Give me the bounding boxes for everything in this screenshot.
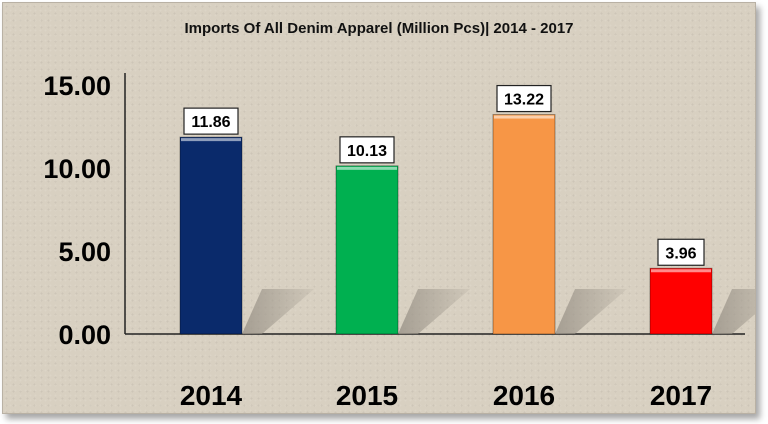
bar-highlight — [494, 115, 554, 119]
data-label-box — [339, 136, 395, 164]
y-tick-label: 5.00 — [58, 237, 111, 267]
data-label: 11.86 — [191, 114, 230, 131]
data-labels: 11.86 10.13 13.22 3.96 — [183, 84, 705, 266]
x-tick-label: 2015 — [336, 380, 398, 411]
x-tick-label: 2016 — [493, 380, 555, 411]
data-label-box — [657, 238, 705, 266]
chart-title: Imports Of All Denim Apparel (Million Pc… — [184, 20, 573, 37]
bar-shadow — [242, 289, 314, 334]
data-label-box — [183, 107, 239, 135]
x-tick-label: 2014 — [180, 380, 243, 411]
data-label: 10.13 — [347, 143, 387, 160]
bar-2015 — [335, 165, 399, 335]
data-label-box — [496, 84, 552, 113]
bar-shadow — [555, 289, 627, 334]
data-label: 3.96 — [665, 245, 696, 262]
y-axis-ticks: 0.00 5.00 10.00 15.00 — [43, 71, 111, 350]
bar-highlight — [651, 269, 711, 273]
bar-shadows — [242, 289, 755, 334]
bar-chart: Imports Of All Denim Apparel (Million Pc… — [43, 20, 755, 411]
bar-shadow — [712, 289, 755, 334]
x-tick-label: 2017 — [650, 380, 712, 411]
bars — [179, 114, 713, 335]
bar-shadow — [398, 289, 470, 334]
data-label: 13.22 — [504, 92, 544, 109]
bar-highlight — [337, 166, 397, 170]
bar-2014 — [179, 136, 243, 335]
x-axis-ticks: 2014 2015 2016 2017 — [180, 380, 712, 411]
bar-highlight — [181, 138, 241, 142]
y-tick-label: 15.00 — [43, 71, 111, 101]
bar-2016 — [492, 114, 556, 335]
y-tick-label: 0.00 — [58, 320, 111, 350]
chart-frame: Imports Of All Denim Apparel (Million Pc… — [2, 2, 756, 414]
y-tick-label: 10.00 — [43, 154, 111, 184]
bar-2017 — [649, 267, 713, 335]
